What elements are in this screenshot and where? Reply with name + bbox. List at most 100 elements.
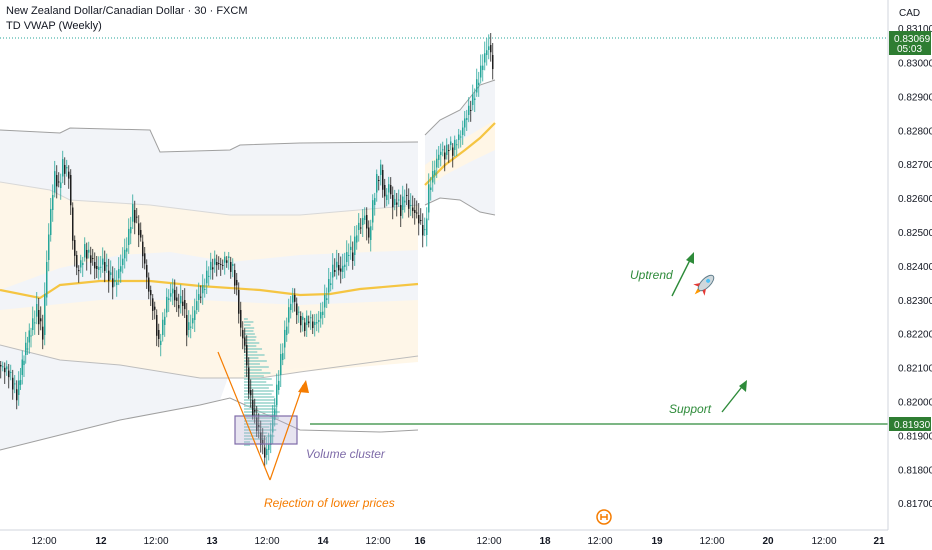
candle-body bbox=[18, 380, 20, 395]
week2-lower-line bbox=[424, 197, 496, 216]
candle-body bbox=[322, 311, 324, 315]
candle-body bbox=[66, 166, 68, 169]
volume-cluster-label: Volume cluster bbox=[306, 447, 386, 461]
candle-body bbox=[298, 311, 300, 313]
candle-body bbox=[166, 296, 168, 313]
candle-body bbox=[314, 321, 316, 325]
price-tick-label: 0.82000 bbox=[898, 398, 932, 409]
candle-body bbox=[266, 448, 268, 455]
candle-body bbox=[362, 217, 364, 225]
volume-profile-bar bbox=[244, 360, 267, 362]
candle-body bbox=[352, 252, 354, 261]
candle-body bbox=[2, 366, 4, 368]
candle-body bbox=[134, 210, 136, 223]
candle-body bbox=[458, 134, 460, 140]
volume-profile-bar bbox=[244, 336, 257, 338]
candle-body bbox=[160, 340, 162, 345]
time-tick-label: 20 bbox=[762, 536, 774, 547]
rejection-arrowhead bbox=[298, 380, 309, 393]
candle-body bbox=[292, 295, 294, 303]
rejection-arrow-right bbox=[269, 384, 304, 481]
candle-body bbox=[6, 366, 8, 370]
volume-profile-bar bbox=[244, 327, 255, 329]
candle-body bbox=[182, 301, 184, 306]
volume-profile-bar bbox=[244, 357, 259, 359]
price-tick-label: 0.82300 bbox=[898, 296, 932, 307]
candle-body bbox=[76, 255, 78, 268]
candle-body bbox=[98, 266, 100, 270]
price-tick-label: 0.82900 bbox=[898, 92, 932, 103]
volume-profile-bar bbox=[244, 399, 275, 401]
volume-profile-bar bbox=[244, 339, 256, 341]
time-tick-label: 12:00 bbox=[476, 536, 501, 547]
candle-body bbox=[116, 282, 118, 285]
candle-body bbox=[164, 316, 166, 325]
volume-profile-bar bbox=[244, 348, 263, 350]
candle-body bbox=[202, 285, 204, 294]
candle-body bbox=[158, 330, 160, 340]
candle-body bbox=[276, 384, 278, 405]
candle-body bbox=[78, 270, 80, 272]
candle-body bbox=[168, 298, 170, 300]
candle-body bbox=[10, 371, 12, 373]
candle-body bbox=[476, 79, 478, 93]
candle-body bbox=[294, 295, 296, 302]
volume-profile-bar bbox=[244, 384, 273, 386]
candle-body bbox=[264, 447, 266, 458]
candle-body bbox=[94, 262, 96, 269]
vwap-line bbox=[0, 279, 419, 300]
candle-body bbox=[218, 263, 220, 264]
candle-body bbox=[428, 184, 430, 213]
volume-profile-bar bbox=[244, 345, 257, 347]
time-tick-label: 12 bbox=[95, 536, 107, 547]
candle-body bbox=[154, 306, 156, 310]
volume-profile-bar bbox=[244, 408, 276, 410]
candle-body bbox=[184, 300, 186, 310]
volume-profile-bar bbox=[244, 366, 269, 368]
candle-body bbox=[472, 94, 474, 105]
candle-body bbox=[334, 270, 336, 272]
candle-body bbox=[46, 261, 48, 298]
candle-body bbox=[110, 272, 112, 275]
candle-body bbox=[392, 195, 394, 208]
candle-body bbox=[124, 249, 126, 259]
candle-body bbox=[130, 226, 132, 234]
candle-body bbox=[40, 318, 42, 322]
time-tick-label: 21 bbox=[873, 536, 885, 547]
candle-body bbox=[482, 65, 484, 70]
price-ticks: 0.83100 0.83000 0.82900 0.82800 0.82700 0.826… bbox=[898, 24, 932, 510]
candle-body bbox=[196, 301, 198, 310]
volume-profile-bar bbox=[244, 444, 250, 446]
candle-body bbox=[25, 342, 27, 355]
candle-body bbox=[410, 204, 412, 206]
candle-body bbox=[440, 151, 442, 155]
candle-body bbox=[386, 194, 388, 200]
volume-profile-bar bbox=[244, 342, 260, 344]
candle-body bbox=[268, 444, 270, 450]
candle-body bbox=[490, 45, 492, 53]
chart-title: New Zealand Dollar/Canadian Dollar · 30 … bbox=[6, 5, 247, 17]
volume-profile-bar bbox=[244, 333, 255, 335]
candle-body bbox=[52, 195, 54, 210]
outer-band-lower-line bbox=[0, 397, 419, 451]
candle-body bbox=[364, 215, 366, 220]
candle-body bbox=[118, 268, 120, 279]
candle-body bbox=[344, 264, 346, 267]
candle-body bbox=[70, 175, 72, 206]
price-tick-label: 0.83000 bbox=[898, 59, 932, 70]
outer-band-upper-line bbox=[0, 127, 419, 153]
event-marker-icon[interactable] bbox=[596, 509, 612, 525]
candle-body bbox=[450, 141, 452, 145]
volume-profile-bar bbox=[244, 396, 275, 398]
candle-body bbox=[114, 280, 116, 282]
candle-body bbox=[16, 389, 18, 401]
candle-body bbox=[324, 294, 326, 308]
candle-body bbox=[102, 258, 104, 265]
candle-body bbox=[316, 322, 318, 324]
volume-profile-bar bbox=[244, 363, 260, 365]
candle-body bbox=[238, 290, 240, 314]
time-tick-label: 12:00 bbox=[699, 536, 724, 547]
candle-body bbox=[250, 390, 252, 396]
